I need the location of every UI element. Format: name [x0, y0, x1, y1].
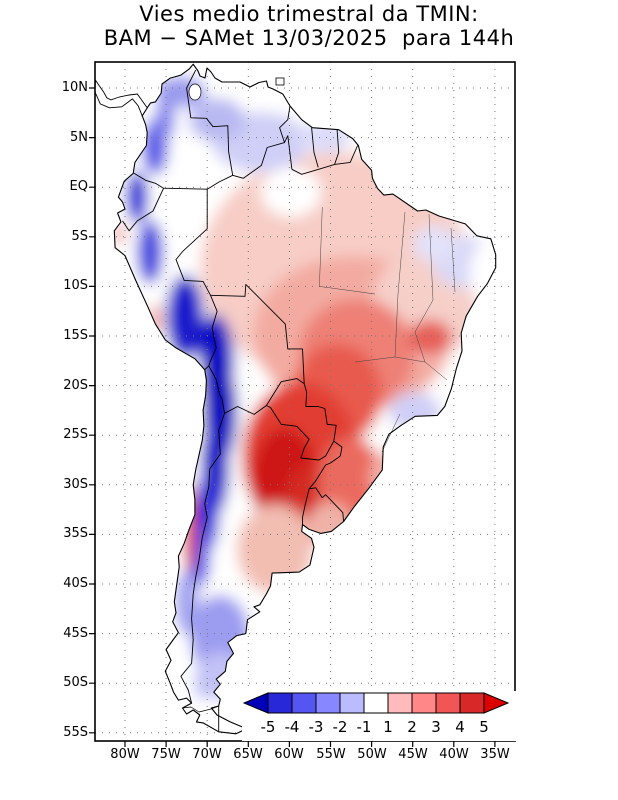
colorbar-segment	[411, 692, 437, 714]
lat-tick-label: 45S	[63, 626, 88, 641]
lon-tick-label: 50W	[357, 747, 387, 762]
border-north-brazil	[291, 145, 359, 175]
border-suriname-guiana	[334, 129, 340, 165]
bias-field	[114, 64, 496, 734]
lat-tick-label: 5S	[71, 229, 88, 244]
colorbar-segment	[291, 692, 317, 714]
figure-title: Vies medio trimestral da TMIN: BAM − SAM…	[0, 2, 618, 50]
lon-tick-label: 70W	[192, 747, 222, 762]
colorbar-segment	[435, 692, 461, 714]
title-line-1: Vies medio trimestral da TMIN:	[139, 2, 479, 26]
lat-ticks	[89, 87, 95, 734]
lat-tick-label: 10N	[61, 80, 88, 95]
colorbar-segment	[387, 692, 413, 714]
colorbar-tick-label: 4	[455, 718, 465, 736]
colorbar-tick-label: -2	[333, 718, 348, 736]
colorbar-arrow-left	[242, 692, 269, 714]
colorbar-tick-label: -5	[261, 718, 276, 736]
border-venezuela-guyana	[279, 105, 291, 143]
lon-tick-label: 75W	[151, 747, 181, 762]
border-colombia-ecuador-peru	[133, 172, 208, 190]
border-colombia-brazil	[206, 174, 233, 190]
lat-tick-label: 5N	[70, 130, 88, 145]
colorbar-segment	[315, 692, 341, 714]
lake-maracaibo	[188, 83, 202, 101]
state-borders	[319, 206, 456, 453]
colorbar-segment	[339, 692, 365, 714]
colorbar-svg: -5 -4 -3 -2 -1 1 2 3 4 5	[242, 692, 510, 736]
colorbar-tick-label: -4	[285, 718, 300, 736]
lat-tick-label: 50S	[63, 675, 88, 690]
lon-ticks	[124, 741, 496, 747]
colorbar-segment	[363, 692, 389, 714]
border-paraguay-argentina	[266, 405, 335, 461]
island-trinidad	[275, 77, 285, 86]
lat-tick-label: 10S	[63, 278, 88, 293]
border-uruguay-brazil	[309, 487, 345, 522]
colorbar-tick-label: -3	[309, 718, 324, 736]
bias-field-blobs	[114, 64, 496, 734]
lat-tick-label: 25S	[63, 427, 88, 442]
border-paraguay-brazil	[303, 383, 337, 442]
colorbar-tick-label: 1	[383, 718, 393, 736]
border-chile-bolivia	[208, 365, 225, 414]
border-guyana-suriname	[311, 127, 319, 168]
lon-tick-label: 40W	[439, 747, 469, 762]
lat-tick-label: 20S	[63, 378, 88, 393]
lon-tick-label: 80W	[110, 747, 140, 762]
colorbar-arrow-right	[483, 692, 510, 714]
border-chile-argentina	[180, 413, 225, 704]
map-canvas	[89, 61, 516, 747]
strait-of-magellan	[182, 705, 219, 713]
border-bolivia-paraguay	[266, 378, 305, 406]
colorbar-tick-label: 2	[407, 718, 417, 736]
title-line-2: BAM − SAMet 13/03/2025 para 144h	[103, 26, 515, 50]
coastline-panama	[94, 78, 148, 117]
border-colombia-venezuela	[186, 69, 234, 176]
lon-tick-label: 65W	[233, 747, 263, 762]
lat-tick-label: 35S	[63, 526, 88, 541]
border-argentina-brazil	[308, 440, 343, 490]
lat-tick-label: 40S	[63, 576, 88, 591]
colorbar-tick-label: 3	[431, 718, 441, 736]
lon-tick-label: 45W	[398, 747, 428, 762]
border-guyana-brazil	[287, 135, 293, 170]
lat-tick-label: 30S	[63, 477, 88, 492]
border-peru-brazil	[175, 189, 211, 296]
border-bolivia-argentina	[224, 405, 267, 415]
lat-tick-label: EQ	[69, 179, 88, 194]
border-bolivia-brazil	[210, 283, 305, 384]
map-frame	[94, 61, 516, 742]
colorbar-segment	[267, 692, 293, 714]
lon-tick-label: 55W	[316, 747, 346, 762]
coastline-south-america	[113, 63, 497, 735]
lon-tick-label: 35W	[480, 747, 510, 762]
colorbar-tick-label: 5	[479, 718, 489, 736]
colorbar-tick-label: -1	[357, 718, 372, 736]
colorbar: -5 -4 -3 -2 -1 1 2 3 4 5	[242, 691, 516, 741]
border-venezuela-brazil	[232, 135, 289, 179]
country-borders	[122, 69, 359, 732]
border-ecuador-peru	[122, 188, 165, 232]
lat-tick-label: 15S	[63, 328, 88, 343]
lon-tick-label: 60W	[274, 747, 304, 762]
colorbar-segment	[459, 692, 485, 714]
border-argentina-uruguay	[302, 488, 310, 525]
lat-tick-label: 55S	[63, 725, 88, 740]
